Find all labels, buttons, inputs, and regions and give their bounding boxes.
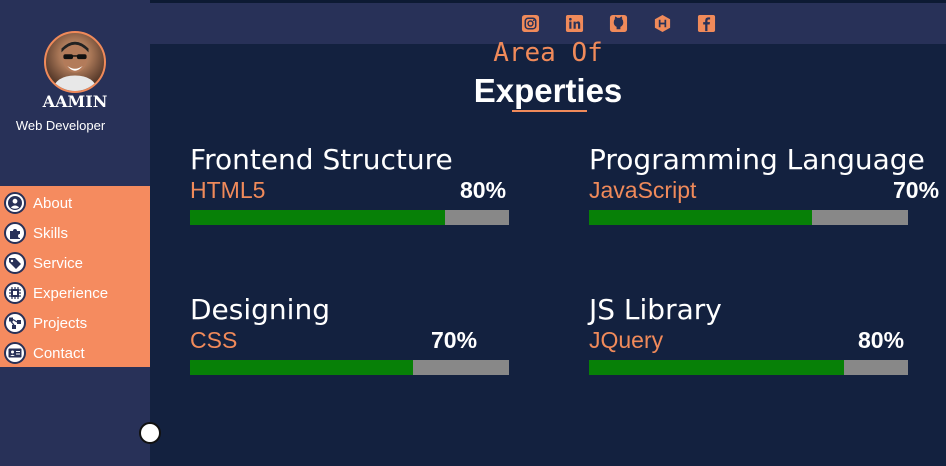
skill-percent: 70%	[893, 177, 940, 203]
skill-progress-bar	[589, 210, 908, 225]
section-subtitle: Area Of	[493, 38, 603, 68]
skill-progress-bar	[190, 210, 509, 225]
caret-left-icon	[149, 431, 153, 437]
social-links	[520, 13, 717, 34]
facebook-icon[interactable]	[696, 13, 717, 34]
avatar-portrait-icon	[51, 41, 99, 91]
skill-progress-fill	[589, 360, 845, 375]
skill-progress-bar	[190, 360, 509, 375]
profile-name: AAMIN	[42, 92, 108, 111]
skill-name: JavaScript	[589, 177, 697, 203]
top-bar	[150, 0, 946, 44]
skill-percent: 80%	[858, 327, 905, 353]
skill-percent: 70%	[431, 327, 478, 353]
instagram-icon[interactable]	[520, 13, 541, 34]
sidebar-item-about[interactable]: About	[4, 190, 72, 216]
title-underline	[512, 110, 587, 112]
avatar	[44, 31, 106, 93]
theme-toggle-button[interactable]	[139, 422, 161, 444]
sidebar-item-skills[interactable]: Skills	[4, 220, 68, 246]
user-icon	[4, 192, 26, 214]
skill-title: Programming Language	[589, 143, 925, 176]
skill-progress-fill	[190, 360, 414, 375]
sidebar-nav: About Skills Service Experience Projects	[0, 186, 150, 367]
network-icon	[4, 312, 26, 334]
puzzle-icon	[4, 222, 26, 244]
sidebar-item-label: Contact	[33, 344, 85, 362]
sidebar-item-contact[interactable]: Contact	[4, 340, 85, 366]
skill-progress-fill	[589, 210, 813, 225]
sidebar-item-label: About	[33, 194, 73, 212]
skill-name: HTML5	[190, 177, 266, 203]
github-icon[interactable]	[608, 13, 629, 34]
sidebar-item-service[interactable]: Service	[4, 250, 83, 276]
skill-progress-bar	[589, 360, 908, 375]
skill-title: Designing	[190, 293, 330, 326]
skill-title: Frontend Structure	[190, 143, 453, 176]
sidebar-item-label: Projects	[33, 314, 88, 332]
sidebar: AAMIN Web Developer About Skills Service…	[0, 0, 150, 466]
hashnode-icon[interactable]	[652, 13, 673, 34]
section-title: Experties	[473, 72, 623, 109]
skill-percent: 80%	[460, 177, 507, 203]
sidebar-item-label: Service	[33, 254, 84, 272]
profile-role: Web Developer	[15, 118, 106, 133]
id-card-icon	[4, 342, 26, 364]
skill-progress-fill	[190, 210, 446, 225]
chip-icon	[4, 282, 26, 304]
sidebar-item-experience[interactable]: Experience	[4, 280, 108, 306]
skill-name: JQuery	[589, 327, 664, 353]
tag-icon	[4, 252, 26, 274]
linkedin-icon[interactable]	[564, 13, 585, 34]
skill-title: JS Library	[589, 293, 722, 326]
skill-name: CSS	[190, 327, 238, 353]
sidebar-item-projects[interactable]: Projects	[4, 310, 87, 336]
sidebar-item-label: Experience	[33, 284, 109, 302]
sidebar-item-label: Skills	[33, 224, 69, 242]
